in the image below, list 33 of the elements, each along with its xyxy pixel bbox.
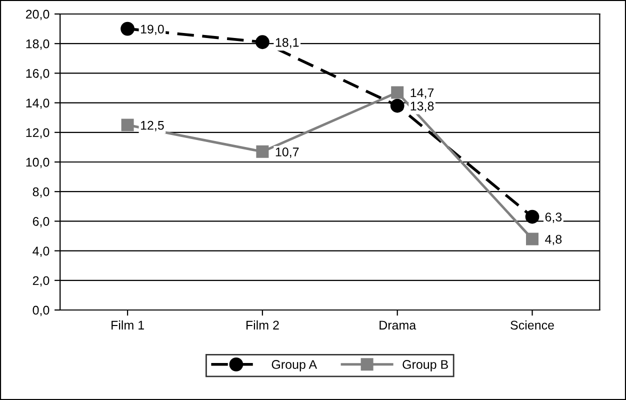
point <box>120 22 134 36</box>
y-tick-label: 0,0 <box>32 306 50 316</box>
data-label: 6,3 <box>545 212 562 223</box>
point <box>256 145 269 158</box>
x-tick-label: Film 1 <box>112 320 144 330</box>
y-tick-label: 6,0 <box>32 217 50 228</box>
y-tick-label: 2,0 <box>32 276 50 287</box>
point <box>525 210 540 224</box>
point <box>256 35 270 50</box>
y-tick-label: 16,0 <box>26 69 50 80</box>
y-tick-label: 8,0 <box>32 187 50 198</box>
data-label: 18,1 <box>276 38 299 48</box>
point <box>121 118 134 132</box>
legend-label: Group A <box>272 360 318 372</box>
data-label: 19,0 <box>141 24 164 36</box>
y-tick-label: 10,0 <box>26 158 50 168</box>
y-tick-label: 4,0 <box>32 246 50 257</box>
x-tick-label: Science <box>510 320 554 330</box>
data-label: 14,7 <box>410 88 434 99</box>
y-tick-label: 20,0 <box>26 10 50 20</box>
legend-label: Group B <box>402 360 448 372</box>
y-tick-label: 14,0 <box>26 98 50 109</box>
data-label: 12,5 <box>141 120 164 132</box>
data-label: 13,8 <box>410 102 434 112</box>
data-label: 10,7 <box>276 148 299 158</box>
point <box>526 232 539 246</box>
x-tick-label: Drama <box>380 320 416 330</box>
data-label: 4,8 <box>545 234 562 246</box>
y-tick-label: 18,0 <box>26 39 50 50</box>
point <box>390 98 404 113</box>
y-tick-label: 12,0 <box>26 128 50 139</box>
x-tick-label: Film 2 <box>246 320 279 330</box>
point <box>391 86 404 99</box>
